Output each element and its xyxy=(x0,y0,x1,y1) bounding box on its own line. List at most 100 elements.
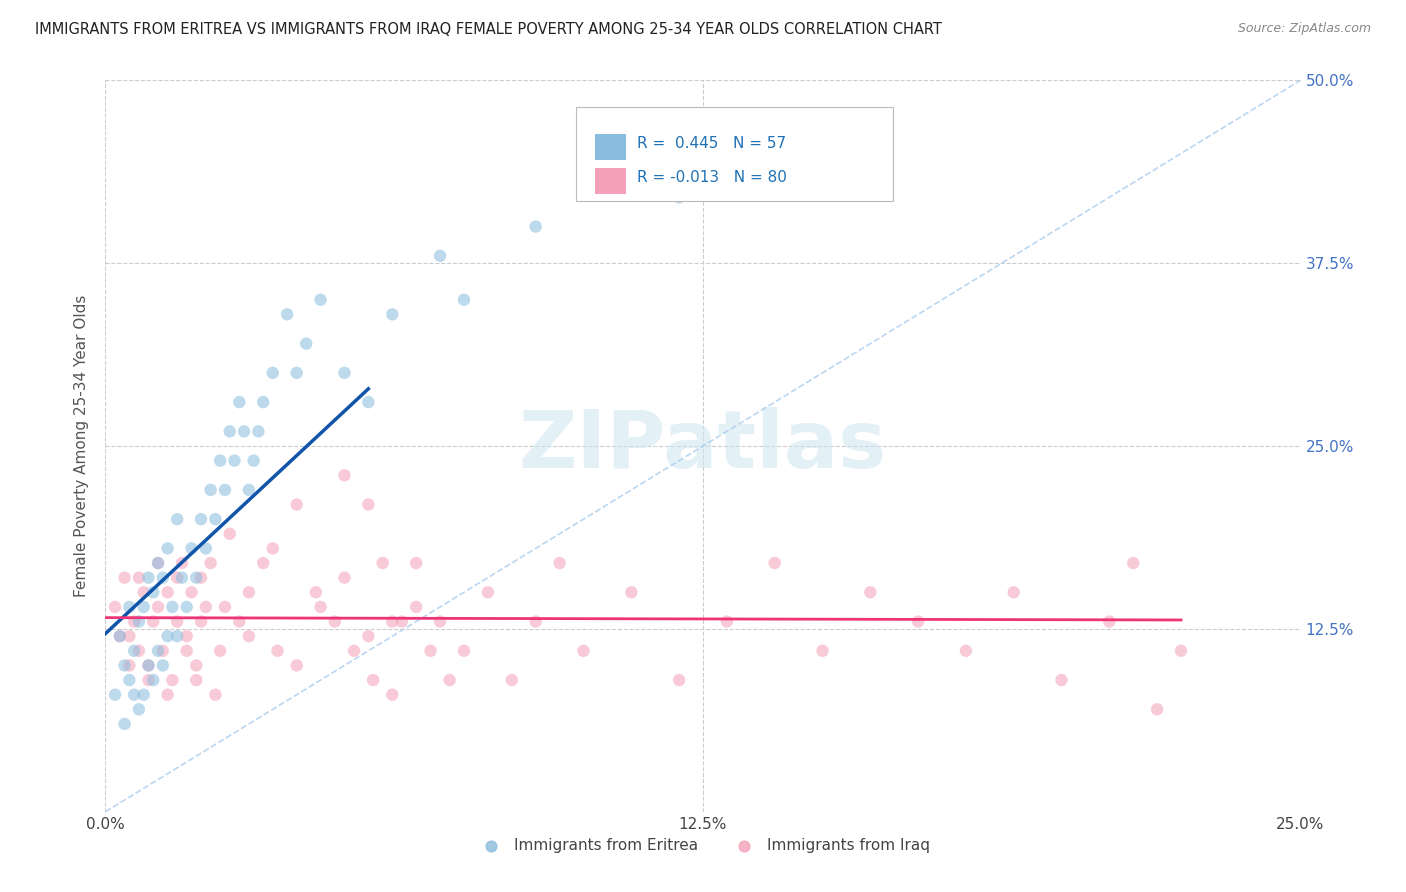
Point xyxy=(176,644,198,658)
Point xyxy=(1050,673,1073,687)
Point xyxy=(429,249,451,263)
Point xyxy=(128,571,150,585)
Point xyxy=(156,688,179,702)
Point xyxy=(186,571,208,585)
Point xyxy=(194,599,217,614)
Point xyxy=(190,615,212,629)
Point xyxy=(128,644,150,658)
Point xyxy=(405,599,427,614)
Point xyxy=(218,425,240,439)
Point xyxy=(200,556,222,570)
Point xyxy=(859,585,882,599)
Point xyxy=(194,541,217,556)
Point xyxy=(266,644,288,658)
Point xyxy=(180,585,202,599)
Point xyxy=(176,629,198,643)
Point xyxy=(262,366,284,380)
Point xyxy=(572,644,595,658)
Point xyxy=(405,556,427,570)
Point xyxy=(162,673,184,687)
Point xyxy=(716,615,738,629)
Point xyxy=(907,615,929,629)
Point xyxy=(170,556,193,570)
Point xyxy=(200,483,222,497)
Point xyxy=(162,599,184,614)
Point xyxy=(238,629,260,643)
Point xyxy=(1170,644,1192,658)
Point xyxy=(285,658,308,673)
Legend: Immigrants from Eritrea, Immigrants from Iraq: Immigrants from Eritrea, Immigrants from… xyxy=(470,831,936,859)
Point xyxy=(156,541,179,556)
Point xyxy=(242,453,264,467)
Point xyxy=(152,571,174,585)
Point xyxy=(176,599,198,614)
Point xyxy=(214,599,236,614)
Text: R =  0.445   N = 57: R = 0.445 N = 57 xyxy=(637,136,786,152)
Point xyxy=(305,585,328,599)
Point xyxy=(122,644,145,658)
Point xyxy=(668,673,690,687)
Point xyxy=(204,688,226,702)
Point xyxy=(668,190,690,204)
Point xyxy=(166,615,188,629)
Point xyxy=(104,599,127,614)
Point xyxy=(224,453,246,467)
Point xyxy=(477,585,499,599)
Point xyxy=(190,512,212,526)
Point xyxy=(122,688,145,702)
Point xyxy=(333,468,356,483)
Point xyxy=(156,629,179,643)
Point xyxy=(309,599,332,614)
Point xyxy=(142,673,165,687)
Point xyxy=(138,571,160,585)
Point xyxy=(186,673,208,687)
Point xyxy=(138,673,160,687)
Point xyxy=(811,644,834,658)
Point xyxy=(1098,615,1121,629)
Point xyxy=(524,615,547,629)
Point xyxy=(285,498,308,512)
Text: R = -0.013   N = 80: R = -0.013 N = 80 xyxy=(637,170,787,186)
Point xyxy=(170,571,193,585)
Point xyxy=(180,541,202,556)
Point xyxy=(955,644,977,658)
Point xyxy=(381,615,404,629)
Point xyxy=(439,673,461,687)
Text: Source: ZipAtlas.com: Source: ZipAtlas.com xyxy=(1237,22,1371,36)
Point xyxy=(132,599,155,614)
Point xyxy=(238,483,260,497)
Point xyxy=(209,644,232,658)
Point xyxy=(429,615,451,629)
Point xyxy=(166,629,188,643)
Point xyxy=(295,336,318,351)
Point xyxy=(419,644,441,658)
Point xyxy=(357,395,380,409)
Point xyxy=(333,571,356,585)
Point xyxy=(146,644,169,658)
Point xyxy=(118,658,141,673)
Point xyxy=(323,615,346,629)
Point xyxy=(391,615,413,629)
Point xyxy=(142,615,165,629)
Point xyxy=(152,658,174,673)
Point xyxy=(276,307,298,321)
Point xyxy=(128,702,150,716)
Point xyxy=(132,585,155,599)
Point xyxy=(204,512,226,526)
Point xyxy=(190,571,212,585)
Point xyxy=(252,556,274,570)
Point xyxy=(333,366,356,380)
Point xyxy=(309,293,332,307)
Point xyxy=(108,629,131,643)
Point xyxy=(548,556,571,570)
Point xyxy=(186,658,208,673)
Point xyxy=(118,629,141,643)
Point xyxy=(1146,702,1168,716)
Point xyxy=(859,117,882,131)
Point xyxy=(357,498,380,512)
Point xyxy=(252,395,274,409)
Point xyxy=(166,571,188,585)
Point xyxy=(128,615,150,629)
Point xyxy=(214,483,236,497)
Point xyxy=(146,599,169,614)
